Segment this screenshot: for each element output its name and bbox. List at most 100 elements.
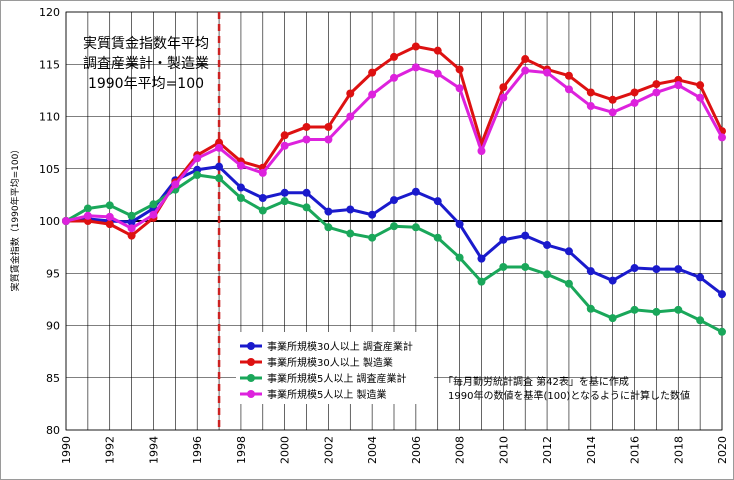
y-tick-label: 100 bbox=[39, 215, 60, 228]
legend-swatch-marker bbox=[247, 358, 255, 366]
data-point bbox=[433, 233, 442, 242]
data-point bbox=[477, 277, 486, 286]
legend-item: 事業所規模5人以上 調査産業計 bbox=[240, 372, 407, 385]
data-point bbox=[564, 279, 573, 288]
data-point bbox=[586, 267, 595, 276]
y-tick-label: 85 bbox=[46, 372, 60, 385]
data-point bbox=[127, 231, 136, 240]
x-tick-label: 2016 bbox=[629, 436, 642, 464]
data-point bbox=[62, 217, 70, 225]
data-point bbox=[346, 112, 355, 121]
data-point bbox=[411, 223, 420, 232]
title-line-1: 実質賃金指数年平均 bbox=[83, 36, 209, 52]
data-point bbox=[193, 154, 202, 163]
legend-label: 事業所規模30人以上 製造業 bbox=[267, 356, 393, 369]
data-point bbox=[543, 241, 552, 250]
data-point bbox=[586, 88, 595, 97]
series-4 bbox=[62, 63, 726, 233]
data-point bbox=[433, 69, 442, 78]
data-point bbox=[258, 168, 267, 177]
legend-label: 事業所規模5人以上 製造業 bbox=[267, 388, 387, 401]
x-tick-label: 2012 bbox=[541, 436, 554, 464]
source-note: 「毎月勤労統計調査 第42表」を基に作成 1990年の数値を基準(100)となる… bbox=[443, 375, 690, 402]
data-point bbox=[390, 73, 398, 82]
data-point bbox=[433, 197, 442, 206]
y-tick-label: 110 bbox=[39, 111, 60, 124]
data-point bbox=[236, 161, 245, 170]
x-tick-label: 2004 bbox=[366, 436, 379, 464]
data-point bbox=[521, 231, 530, 240]
legend-label: 事業所規模5人以上 調査産業計 bbox=[267, 372, 407, 385]
data-point bbox=[543, 270, 552, 279]
data-point bbox=[674, 305, 683, 314]
y-axis-ticks: 80 85 90 95 100 105 110 115 120 bbox=[39, 6, 60, 437]
data-point bbox=[280, 197, 289, 206]
data-point bbox=[105, 212, 114, 221]
data-point bbox=[455, 253, 464, 262]
data-point bbox=[608, 108, 617, 117]
data-point bbox=[302, 203, 311, 212]
data-point bbox=[390, 222, 398, 231]
legend-label: 事業所規模30人以上 調査産業計 bbox=[267, 340, 413, 353]
data-point bbox=[215, 174, 224, 183]
data-point bbox=[368, 210, 377, 219]
data-point bbox=[652, 80, 661, 89]
legend-item: 事業所規模30人以上 調査産業計 bbox=[240, 340, 413, 353]
y-tick-label: 105 bbox=[39, 163, 60, 176]
data-point bbox=[674, 265, 683, 274]
x-axis-ticks: 1990 1992 1994 1996 1998 2000 2002 2004 2006 2008… bbox=[60, 436, 729, 464]
x-tick-label: 2008 bbox=[454, 436, 467, 464]
data-point bbox=[149, 210, 158, 219]
data-point bbox=[630, 98, 639, 107]
x-tick-label: 2010 bbox=[497, 436, 510, 464]
data-point bbox=[302, 135, 311, 144]
data-point bbox=[83, 211, 92, 220]
data-point bbox=[608, 95, 617, 104]
legend-swatch-marker bbox=[247, 390, 255, 398]
data-point bbox=[83, 204, 92, 213]
data-point bbox=[193, 171, 202, 180]
x-tick-label: 1994 bbox=[147, 436, 160, 464]
data-point bbox=[718, 290, 726, 299]
data-point bbox=[630, 264, 639, 273]
legend-item: 事業所規模30人以上 製造業 bbox=[240, 356, 393, 369]
data-point bbox=[105, 220, 114, 229]
data-point bbox=[499, 262, 508, 271]
data-point bbox=[105, 201, 114, 210]
data-point bbox=[149, 200, 158, 209]
x-tick-label: 2000 bbox=[279, 436, 292, 464]
data-point bbox=[477, 146, 486, 155]
title-line-2: 調査産業計・製造業 bbox=[83, 56, 209, 72]
data-point bbox=[127, 224, 136, 233]
data-point bbox=[390, 52, 398, 61]
data-point bbox=[236, 194, 245, 203]
data-point bbox=[127, 218, 136, 227]
data-point bbox=[630, 305, 639, 314]
data-point bbox=[411, 187, 420, 196]
data-point bbox=[324, 223, 333, 232]
x-tick-label: 2014 bbox=[585, 436, 598, 464]
data-point bbox=[521, 66, 530, 75]
data-point bbox=[258, 194, 267, 203]
data-point bbox=[564, 85, 573, 94]
legend-item: 事業所規模5人以上 製造業 bbox=[240, 388, 387, 401]
data-point bbox=[215, 143, 224, 152]
data-point bbox=[127, 211, 136, 220]
data-point bbox=[346, 229, 355, 238]
data-point bbox=[390, 196, 398, 205]
data-point bbox=[324, 135, 333, 144]
data-point bbox=[302, 188, 311, 197]
data-point bbox=[455, 84, 464, 93]
data-point bbox=[411, 63, 420, 72]
data-point bbox=[499, 83, 508, 92]
data-point bbox=[411, 42, 420, 51]
data-point bbox=[433, 46, 442, 55]
y-tick-label: 115 bbox=[39, 58, 60, 71]
x-tick-label: 1990 bbox=[60, 436, 73, 464]
data-point bbox=[564, 247, 573, 256]
reference-lines bbox=[66, 12, 722, 430]
data-point bbox=[586, 304, 595, 313]
series-group bbox=[62, 42, 726, 336]
